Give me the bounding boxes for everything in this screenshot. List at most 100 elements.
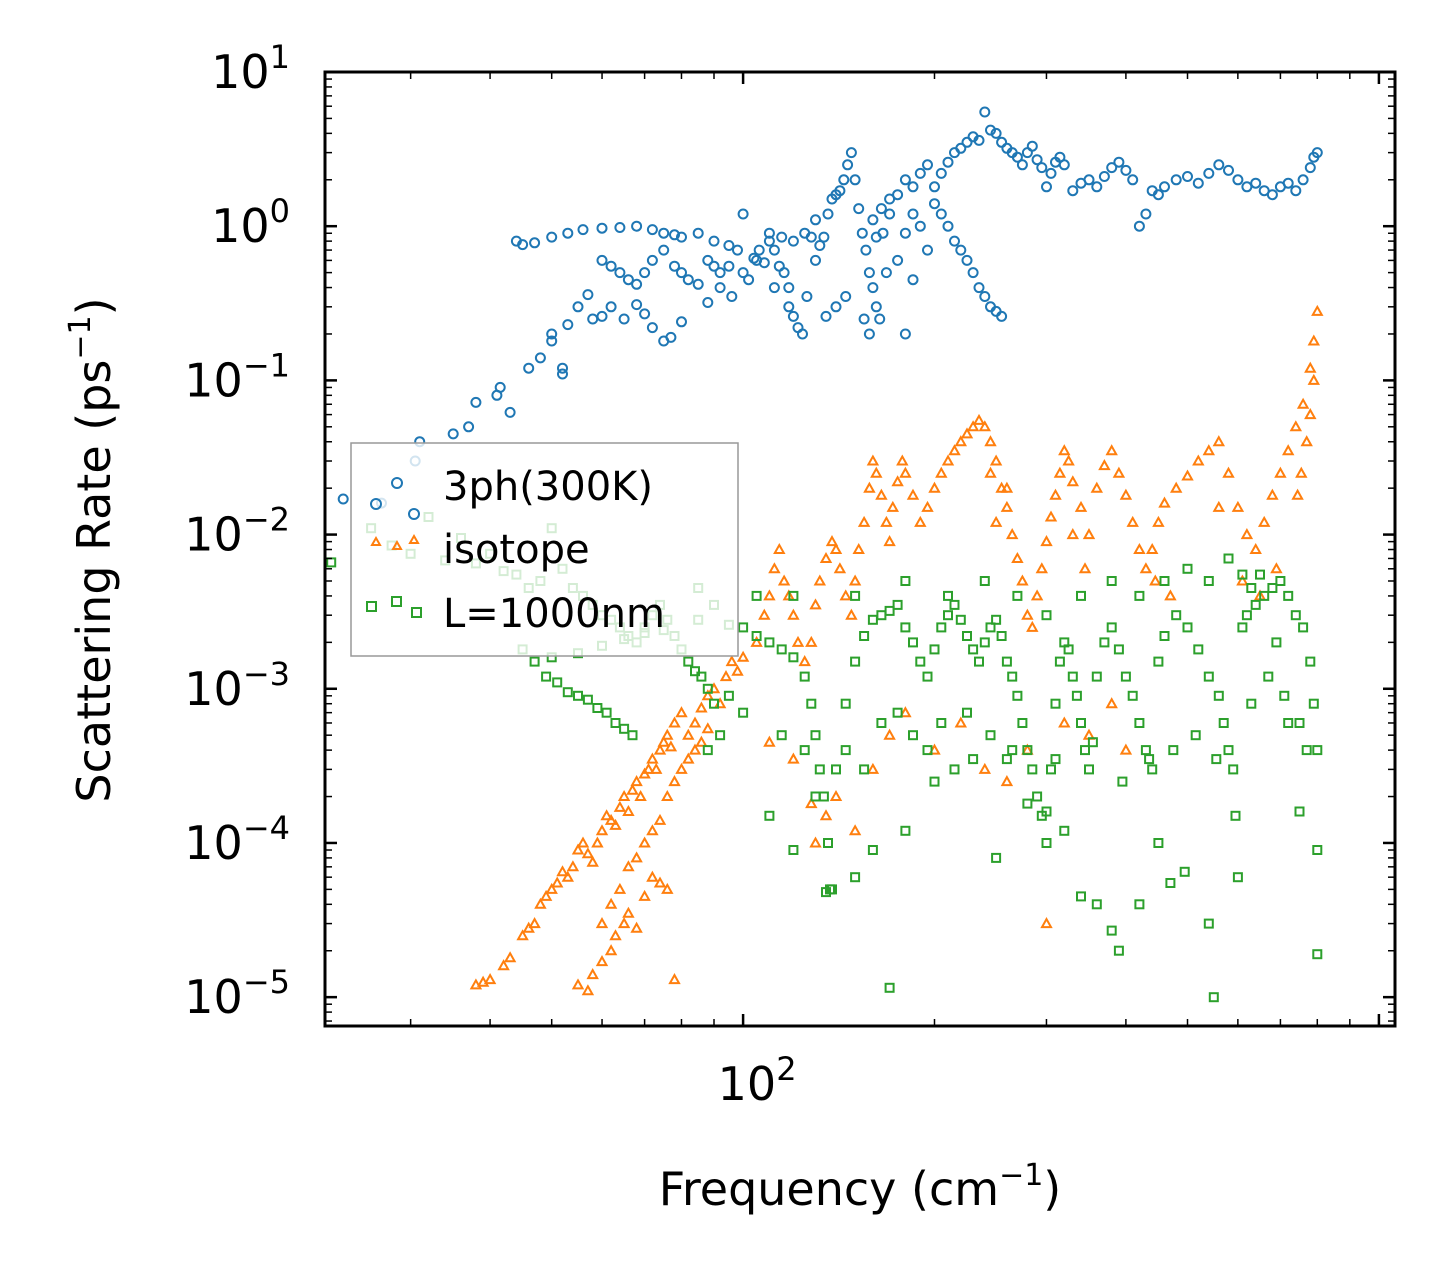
square-point bbox=[1208, 992, 1219, 1003]
circle-point bbox=[753, 244, 765, 256]
circle-point bbox=[935, 208, 947, 220]
triangle-point bbox=[630, 775, 643, 787]
triangle-point bbox=[1026, 620, 1039, 632]
square-point bbox=[709, 698, 719, 709]
circle-point bbox=[562, 319, 574, 331]
square-point bbox=[1041, 610, 1052, 621]
circle-point bbox=[1011, 151, 1023, 163]
circle-point bbox=[1045, 167, 1057, 179]
circle-point bbox=[875, 203, 887, 215]
triangle-point bbox=[972, 413, 986, 425]
triangle-point bbox=[617, 917, 631, 929]
circle-point bbox=[1031, 154, 1043, 166]
circle-point bbox=[614, 222, 626, 233]
square-point bbox=[1283, 590, 1294, 601]
square-point bbox=[1012, 590, 1023, 601]
circle-point bbox=[942, 220, 954, 232]
circle-point bbox=[1098, 171, 1110, 182]
square-point bbox=[1050, 754, 1061, 765]
square-point bbox=[962, 631, 972, 641]
circle-point bbox=[614, 267, 626, 279]
square-point bbox=[1080, 745, 1090, 756]
triangle-point bbox=[1021, 608, 1034, 620]
circle-point bbox=[546, 231, 558, 243]
triangle-point bbox=[1192, 454, 1205, 466]
circle-point bbox=[842, 159, 854, 171]
square-point bbox=[1213, 690, 1224, 701]
square-point bbox=[1117, 776, 1128, 787]
triangle-point bbox=[1112, 466, 1126, 478]
legend-marker-3ph-c bbox=[408, 508, 420, 520]
square-point bbox=[1007, 745, 1018, 756]
circle-point bbox=[899, 174, 911, 186]
square-point bbox=[1113, 644, 1124, 655]
triangle-point bbox=[1053, 466, 1067, 478]
square-point bbox=[764, 637, 775, 648]
triangle-point bbox=[1000, 481, 1014, 493]
circle-point bbox=[979, 291, 991, 302]
square-point bbox=[900, 576, 911, 586]
circle-point bbox=[1140, 208, 1152, 220]
square-point bbox=[1067, 671, 1078, 682]
circle-point bbox=[1241, 181, 1253, 193]
x-tick-labels: 102 bbox=[718, 1050, 797, 1111]
square-point bbox=[915, 656, 926, 667]
triangle-point bbox=[626, 783, 639, 795]
triangle-point bbox=[1249, 542, 1262, 554]
circle-point bbox=[884, 208, 896, 220]
triangle-point bbox=[695, 701, 708, 713]
square-point bbox=[1246, 583, 1257, 593]
square-point bbox=[1223, 745, 1234, 756]
circle-point bbox=[658, 244, 670, 256]
circle-point bbox=[810, 254, 821, 266]
triangle-point bbox=[622, 804, 635, 816]
circle-point bbox=[955, 244, 967, 256]
square-point bbox=[1271, 637, 1282, 648]
circle-point bbox=[605, 301, 617, 313]
square-point bbox=[840, 745, 851, 756]
circle-point bbox=[737, 208, 749, 220]
square-point bbox=[1127, 690, 1138, 701]
circle-point bbox=[1213, 159, 1225, 171]
square-point bbox=[1134, 590, 1145, 601]
square-point bbox=[900, 825, 911, 836]
circle-point bbox=[708, 260, 720, 272]
triangle-point bbox=[661, 882, 674, 894]
triangle-point bbox=[805, 797, 818, 809]
square-point bbox=[1301, 745, 1312, 756]
square-point bbox=[751, 631, 762, 641]
triangle-point bbox=[1212, 500, 1226, 512]
circle-point bbox=[546, 335, 558, 347]
triangle-point bbox=[1295, 466, 1308, 478]
square-point bbox=[1237, 569, 1248, 580]
triangle-point bbox=[675, 762, 688, 774]
square-point bbox=[1312, 745, 1323, 756]
circle-point bbox=[639, 267, 651, 279]
x-tick-label: 102 bbox=[718, 1050, 797, 1111]
series-layer bbox=[326, 106, 1324, 1003]
triangle-point bbox=[1005, 528, 1019, 540]
triangle-point bbox=[561, 870, 575, 882]
triangle-point bbox=[870, 466, 883, 478]
circle-point bbox=[646, 322, 658, 334]
circle-point bbox=[1232, 174, 1244, 186]
legend-marker-boundary-b bbox=[391, 596, 402, 607]
circle-point bbox=[818, 231, 830, 243]
square-point bbox=[859, 764, 870, 775]
circle-point bbox=[973, 134, 985, 146]
legend-entry-isotope: isotope bbox=[370, 527, 590, 573]
square-point bbox=[991, 852, 1002, 863]
square-point bbox=[1203, 671, 1214, 682]
circle-point bbox=[778, 267, 790, 279]
triangle-point bbox=[921, 500, 934, 512]
circle-point bbox=[639, 308, 651, 320]
triangle-point bbox=[649, 762, 663, 774]
triangle-point bbox=[661, 728, 674, 740]
circle-point bbox=[1058, 159, 1070, 171]
square-point bbox=[1171, 610, 1182, 621]
triangle-point bbox=[906, 488, 920, 500]
square-point bbox=[929, 776, 940, 787]
circle-point bbox=[763, 235, 775, 247]
square-point bbox=[1153, 838, 1164, 848]
circle-point bbox=[907, 274, 919, 286]
